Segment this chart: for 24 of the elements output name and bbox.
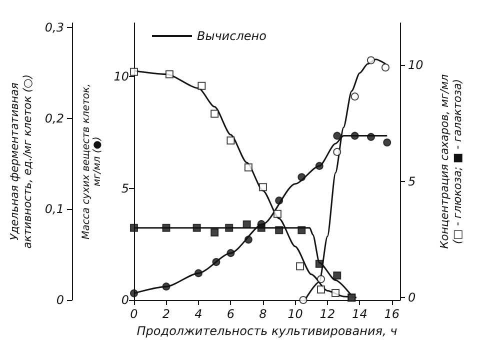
- y2-tick-label: 10: [408, 58, 424, 72]
- y-tick-label: 0: [121, 293, 130, 307]
- x-tick-label: 6: [226, 307, 235, 321]
- x-tick-label: 16: [384, 307, 400, 321]
- y3-tick-label: 0,1: [44, 202, 64, 216]
- y3-axis-title: Удельная ферментативная активность, ед./мг клеток (○): [8, 74, 34, 249]
- y-tick-label: 10: [114, 70, 130, 84]
- y2-axis-title: Концентрация сахаров, мг/мл (□ - глюкоза; ■ - галактоза): [438, 74, 464, 249]
- legend-label: Вычислено: [197, 29, 266, 43]
- x-tick-label: 0: [130, 307, 138, 321]
- x-axis-title: Продолжительность культивирования, ч: [136, 324, 398, 338]
- y2-tick-label: 5: [408, 174, 416, 188]
- y-tick-label: 5: [121, 181, 129, 196]
- y3-tick-label: 0,2: [44, 111, 64, 126]
- x-tick-label: 4: [194, 307, 202, 321]
- x-tick-label: 2: [162, 307, 170, 321]
- x-tick-label: 8: [259, 307, 268, 321]
- x-tick-label: 12: [320, 307, 336, 321]
- x-tick-label: 14: [352, 307, 368, 321]
- x-tick-label: 10: [288, 307, 304, 321]
- y3-tick-label: 0,3: [44, 20, 64, 35]
- y3-tick-label: 0: [56, 293, 64, 307]
- y2-tick-label: 0: [408, 290, 416, 305]
- y-axis-title: Масса сухих веществ клеток, мг/мл (●): [80, 84, 103, 240]
